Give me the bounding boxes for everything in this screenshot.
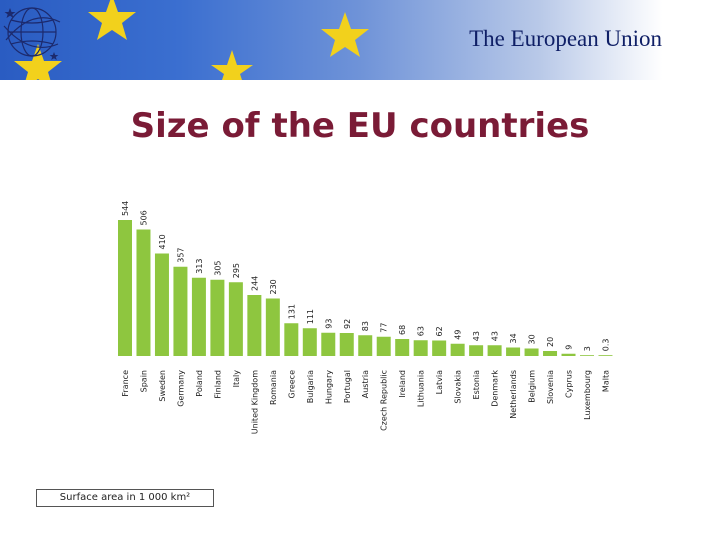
category-label: Italy [232, 370, 241, 388]
bar-italy [228, 282, 243, 356]
globe-icon [3, 7, 61, 60]
value-label: 313 [195, 258, 204, 273]
value-label: 34 [509, 333, 518, 343]
category-label: Austria [361, 370, 370, 398]
category-label: Netherlands [509, 370, 518, 419]
category-label: Portugal [343, 370, 352, 403]
value-label: 3 [583, 346, 592, 351]
bar-cyprus [561, 353, 576, 356]
value-label: 0.3 [601, 338, 610, 351]
category-label: Lithuania [417, 370, 426, 407]
value-label: 230 [269, 279, 278, 294]
value-label: 20 [546, 337, 555, 347]
category-label: Finland [213, 370, 222, 399]
category-label: Sweden [158, 370, 167, 402]
value-label: 244 [250, 276, 259, 291]
value-label: 111 [306, 309, 315, 324]
bar-germany [173, 266, 188, 356]
bar-greece [284, 323, 299, 356]
category-label: Romania [269, 370, 278, 405]
category-label: France [121, 370, 130, 397]
value-label: 30 [528, 334, 537, 344]
value-label: 43 [472, 331, 481, 341]
category-label: Malta [601, 370, 610, 392]
category-label: Slovenia [546, 370, 555, 404]
value-label: 83 [361, 321, 370, 331]
footnote-box: Surface area in 1 000 km² [36, 489, 214, 507]
bar-finland [210, 279, 225, 356]
star-icon [88, 0, 136, 40]
value-label: 43 [491, 331, 500, 341]
value-label: 410 [158, 234, 167, 249]
bar-estonia [469, 345, 484, 356]
star-icon [211, 50, 253, 80]
bar-austria [358, 335, 373, 356]
value-label: 93 [324, 319, 333, 329]
value-label: 131 [287, 304, 296, 319]
category-label: Slovakia [454, 370, 463, 404]
category-label: Spain [139, 370, 148, 392]
bar-malta [598, 355, 613, 356]
value-label: 68 [398, 325, 407, 335]
bar-france [118, 220, 132, 356]
value-label: 62 [435, 326, 444, 336]
category-label: Belgium [528, 370, 537, 403]
value-label: 77 [380, 323, 389, 333]
bar-spain [136, 229, 151, 356]
bar-sweden [154, 253, 169, 356]
value-label: 544 [121, 201, 130, 216]
banner-title: The European Union [469, 26, 662, 51]
bar-luxembourg [580, 355, 594, 356]
category-label: Poland [195, 370, 204, 397]
category-label: Germany [176, 370, 185, 407]
value-label: 49 [454, 330, 463, 340]
category-label: Latvia [435, 370, 444, 394]
value-label: 305 [213, 260, 222, 275]
value-label: 63 [417, 326, 426, 336]
value-label: 506 [139, 210, 148, 225]
bar-lithuania [413, 340, 428, 356]
bar-slovenia [543, 351, 558, 356]
bar-latvia [432, 340, 447, 356]
category-label: Hungary [324, 370, 333, 404]
value-label: 92 [343, 319, 352, 329]
bar-portugal [339, 333, 354, 356]
category-label: Cyprus [565, 370, 574, 398]
value-label: 295 [232, 263, 241, 278]
bar-belgium [524, 348, 539, 356]
eu-stars-decoration [14, 0, 369, 80]
star-icon [321, 12, 369, 57]
category-label: Greece [287, 370, 296, 399]
category-label: Ireland [398, 370, 407, 398]
bar-ireland [395, 339, 410, 356]
category-label: Luxembourg [583, 370, 592, 420]
star-icon [14, 44, 62, 80]
category-label: Czech Republic [380, 370, 389, 431]
category-label: Bulgaria [306, 370, 315, 403]
bar-netherlands [506, 347, 521, 356]
bar-slovakia [450, 343, 465, 356]
category-label: Estonia [472, 370, 481, 400]
bar-hungary [321, 332, 336, 356]
value-label: 9 [565, 345, 574, 350]
category-label: United Kingdom [250, 370, 259, 434]
header-banner: The European Union [0, 0, 720, 80]
bar-czech-republic [376, 336, 391, 356]
category-label: Denmark [491, 370, 500, 407]
bar-united-kingdom [247, 295, 262, 356]
value-label: 357 [176, 247, 185, 262]
bar-denmark [487, 345, 502, 356]
page-title: Size of the EU countries [130, 106, 590, 146]
bar-bulgaria [302, 328, 317, 356]
bar-romania [265, 298, 280, 356]
footnote-text: Surface area in 1 000 km² [59, 492, 191, 503]
bar-poland [191, 277, 206, 356]
